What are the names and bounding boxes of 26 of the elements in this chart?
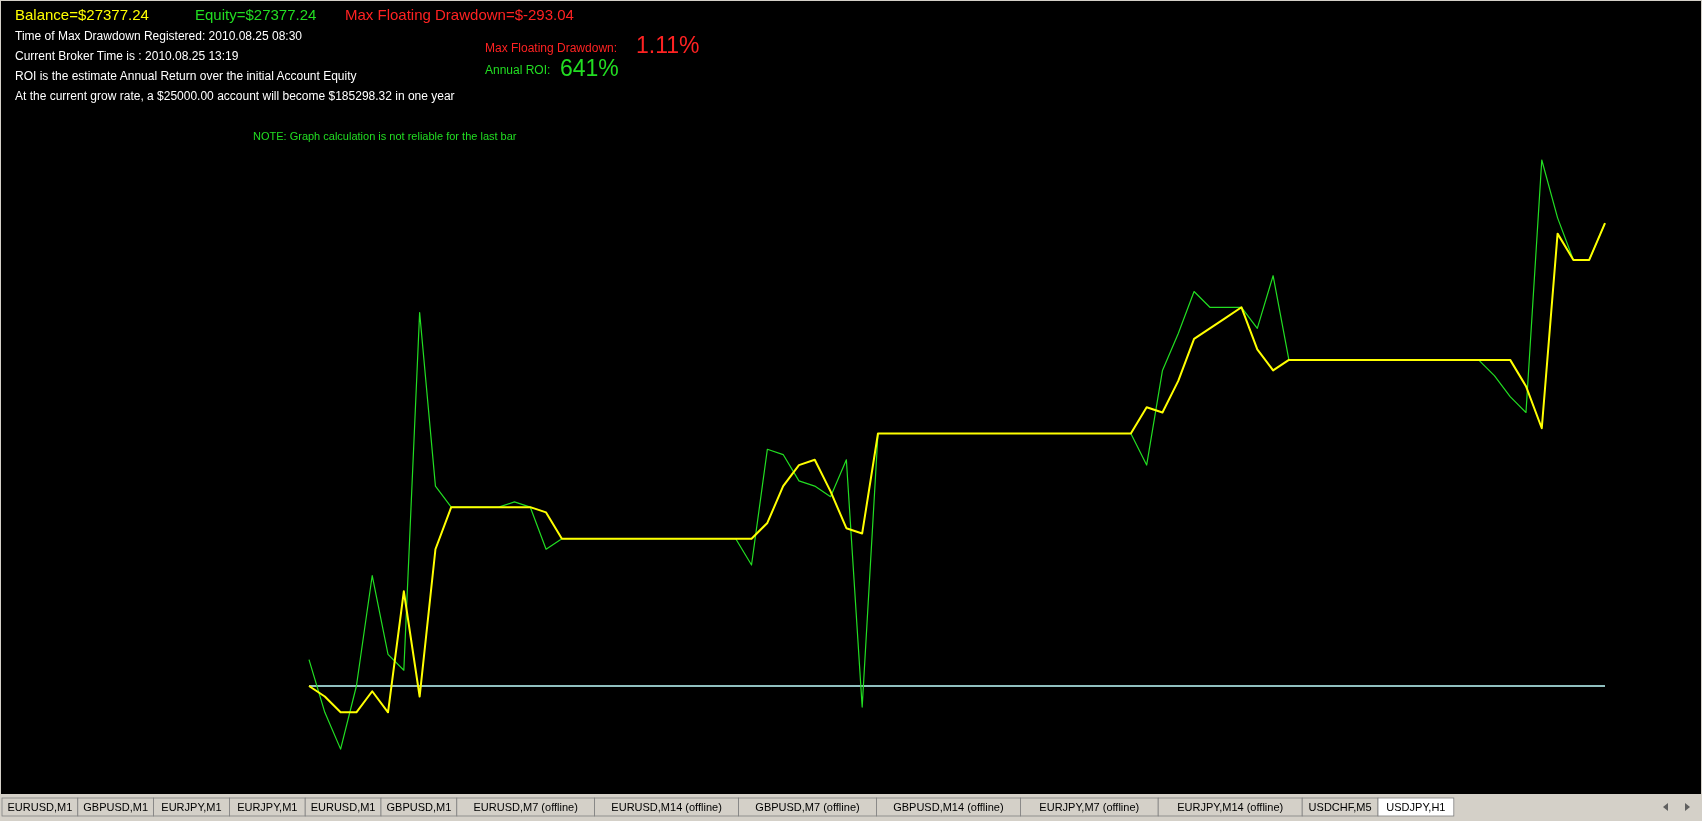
text: Balance=$27377.24 (15, 6, 149, 23)
text: Max Floating Drawdown: (485, 41, 618, 55)
text: USDJPY,H1 (1386, 801, 1446, 813)
text: 1.11% (636, 32, 700, 58)
text: Current Broker Time is : 2010.08.25 13:19 (15, 49, 239, 63)
text: EURJPY,M1 (237, 801, 298, 813)
text: EURJPY,M7 (offline) (1039, 801, 1140, 813)
text: GBPUSD,M1 (83, 801, 149, 813)
text: ROI is the estimate Annual Return over the initial Account Equity (15, 69, 357, 83)
text: At the current grow rate, a $25000.00 account will become $185298.32 in one year (15, 89, 455, 103)
text: NOTE: Graph calculation is not reliable for the last bar (253, 130, 517, 142)
text: EURUSD,M14 (offline) (611, 801, 722, 813)
text: USDCHF,M5 (1308, 801, 1372, 813)
text: GBPUSD,M7 (offline) (755, 801, 860, 813)
text: Time of Max Drawdown Registered: 2010.08.25 08:30 (15, 29, 303, 43)
text: 641% (560, 55, 619, 81)
text: GBPUSD,M14 (offline) (893, 801, 1004, 813)
text: Max Floating Drawdown=$-293.04 (345, 6, 574, 23)
text: EURJPY,M1 (161, 801, 222, 813)
text: EURUSD,M1 (310, 801, 376, 813)
text: EURUSD,M7 (offline) (473, 801, 578, 813)
text: Equity=$27377.24 (195, 6, 317, 23)
text: GBPUSD,M1 (386, 801, 452, 813)
text: EURUSD,M1 (7, 801, 73, 813)
text: EURJPY,M14 (offline) (1177, 801, 1284, 813)
text: Annual ROI: (485, 63, 551, 77)
